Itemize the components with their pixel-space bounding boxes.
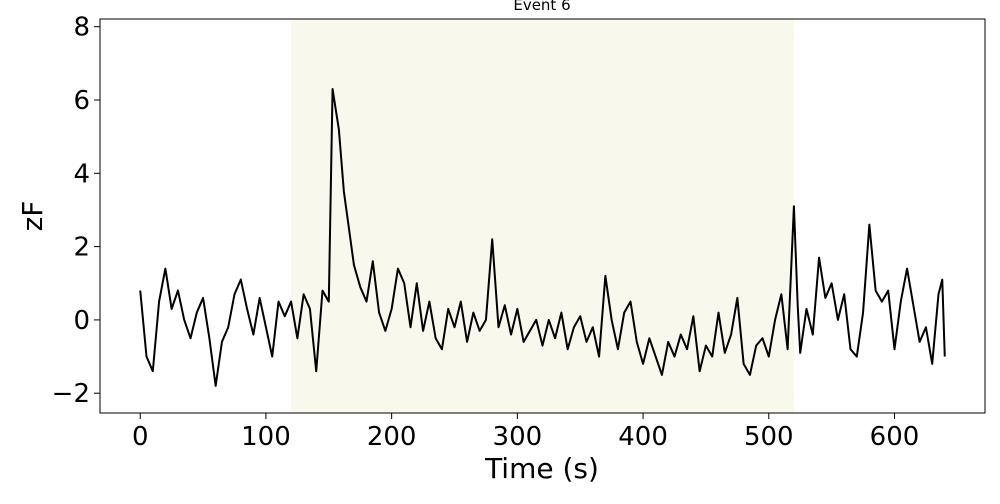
x-tick-label: 600 [870, 422, 920, 452]
y-tick-label: 2 [73, 233, 90, 263]
y-axis-label: zF [16, 201, 49, 232]
x-axis-label: Time (s) [484, 452, 599, 485]
x-tick-label: 100 [241, 422, 291, 452]
y-tick-label: 0 [73, 306, 90, 336]
y-tick-label: 4 [73, 159, 90, 189]
x-tick-label: 200 [367, 422, 417, 452]
x-tick-label: 500 [744, 422, 794, 452]
x-tick-label: 0 [132, 422, 149, 452]
y-tick-label: −2 [52, 379, 90, 409]
chart-title: Event 6 [513, 0, 570, 14]
y-tick-label: 8 [73, 13, 90, 43]
shaded-span [291, 19, 794, 413]
y-tick-label: 6 [73, 86, 90, 116]
plot-frame [99, 18, 986, 414]
trace-line [139, 88, 946, 387]
x-tick-label: 400 [618, 422, 668, 452]
x-tick-label: 300 [493, 422, 543, 452]
